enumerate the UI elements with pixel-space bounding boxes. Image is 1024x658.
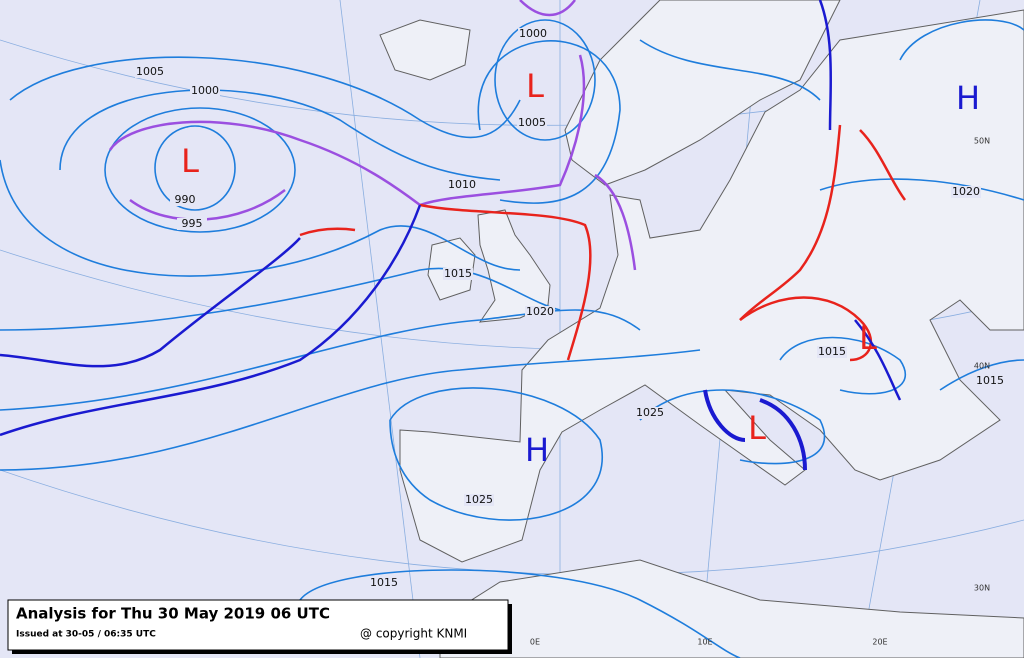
isobar xyxy=(477,40,621,204)
grid-label: 20E xyxy=(872,638,887,647)
north-africa xyxy=(439,559,1024,658)
scandinavia xyxy=(564,0,841,186)
isobar-label-bg xyxy=(190,85,220,97)
isobar xyxy=(779,336,907,395)
isobar-label: 1015 xyxy=(818,345,846,358)
isobar xyxy=(639,39,821,101)
isobar-label: 1025 xyxy=(636,406,664,419)
isobar xyxy=(299,569,741,658)
iceland xyxy=(379,19,471,81)
cold-front xyxy=(0,237,301,368)
warm-front xyxy=(419,203,592,361)
isobar-label-bg xyxy=(635,407,665,419)
isobar-label: 1005 xyxy=(136,65,164,78)
warm-front xyxy=(859,129,907,201)
isobar-label-bg xyxy=(517,117,547,129)
land xyxy=(379,0,1024,658)
cold-front xyxy=(818,0,833,131)
isobar xyxy=(899,19,1024,61)
isobar-label: 1000 xyxy=(519,27,547,40)
pressure-center: L xyxy=(526,67,544,105)
isobar-label-bg xyxy=(177,218,207,230)
isobar xyxy=(0,159,521,277)
caption-title: Analysis for Thu 30 May 2019 06 UTC xyxy=(16,605,330,623)
isobar xyxy=(0,267,561,331)
isobar-label: 990 xyxy=(175,193,196,206)
isobar-label: 1015 xyxy=(370,576,398,589)
isobar-label-bg xyxy=(443,268,473,280)
grid-label: 30N xyxy=(974,584,990,593)
occluded-front xyxy=(108,54,586,207)
pressure-center: H xyxy=(525,431,549,469)
grid-label: 40N xyxy=(974,362,990,371)
isobar-label: 1020 xyxy=(952,185,980,198)
isobar-label-bg xyxy=(369,577,399,589)
isobar-label-bg xyxy=(135,66,165,78)
pressure-center: L xyxy=(181,142,199,180)
grid-label: 0E xyxy=(530,638,540,647)
isobar-label-bg xyxy=(464,494,494,506)
isobar-label-bg xyxy=(447,179,477,191)
isobar xyxy=(819,178,1024,201)
isobar xyxy=(494,19,596,141)
pressure-center: L xyxy=(859,319,877,357)
isobar-label: 1020 xyxy=(526,305,554,318)
isobar-label-bg xyxy=(975,375,1005,387)
isobar-label: 1005 xyxy=(518,116,546,129)
isobar-label: 1000 xyxy=(191,84,219,97)
warm-front xyxy=(299,227,356,237)
isobar-label-bg xyxy=(951,186,981,198)
isobar xyxy=(639,389,826,465)
isobar xyxy=(9,56,521,139)
caption-copyright: @ copyright KNMI xyxy=(360,627,467,641)
caption-issued: Issued at 30-05 / 06:35 UTC xyxy=(16,630,156,640)
isobar xyxy=(104,107,296,233)
meridian xyxy=(339,0,421,658)
isobars xyxy=(0,19,1024,658)
continent xyxy=(399,9,1024,563)
isobar-label-bg xyxy=(817,346,847,358)
isobar-label: 1015 xyxy=(976,374,1004,387)
occluded-front xyxy=(594,173,637,271)
isobar-label-bg xyxy=(518,28,548,40)
caption-box: Analysis for Thu 30 May 2019 06 UTC Issu… xyxy=(7,599,512,654)
warm-front xyxy=(739,124,842,321)
isobar xyxy=(154,125,236,211)
occluded-front xyxy=(519,0,576,17)
trough xyxy=(703,389,746,442)
trough xyxy=(759,398,807,471)
isobar xyxy=(0,309,641,411)
cold-front xyxy=(854,319,902,401)
cold-front xyxy=(0,204,422,437)
labels: L L H L L H 1005 1000 990 995 1000 1005 1010 1015 1020… xyxy=(135,27,1005,647)
isobar xyxy=(0,349,701,471)
isobar xyxy=(59,89,501,181)
caption-panel xyxy=(7,599,509,651)
isobar-label: 1015 xyxy=(444,267,472,280)
pressure-center: L xyxy=(748,409,766,447)
isobar-label-bg xyxy=(170,194,200,206)
isobar-label: 1025 xyxy=(465,493,493,506)
grid-label: 50N xyxy=(974,137,990,146)
isobar-label: 995 xyxy=(182,217,203,230)
warm-front xyxy=(739,296,872,362)
isobar xyxy=(939,359,1024,391)
grid-label: 10E xyxy=(697,638,712,647)
isobar-label: 1010 xyxy=(448,178,476,191)
pressure-center: H xyxy=(956,79,980,117)
isobar xyxy=(389,387,603,521)
isobar-label-bg xyxy=(525,306,555,318)
